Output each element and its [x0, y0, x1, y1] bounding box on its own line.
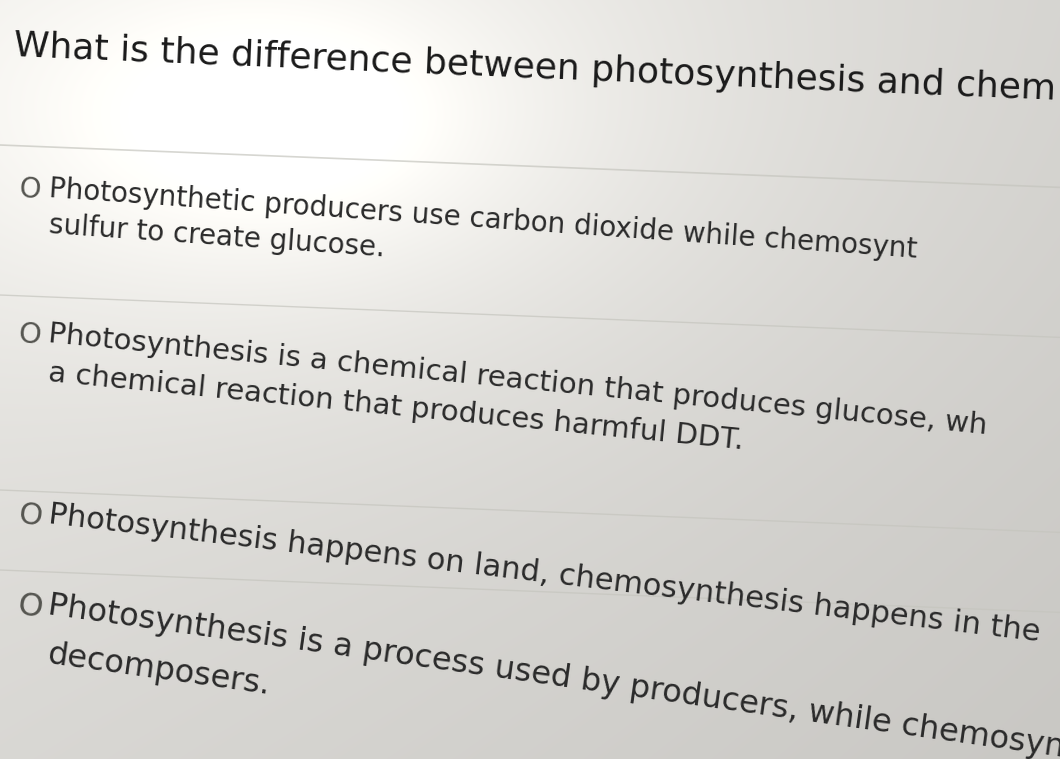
Text: Photosynthesis is a chemical reaction that produces glucose, wh: Photosynthesis is a chemical reaction th… — [48, 320, 989, 440]
Text: O: O — [18, 175, 41, 204]
Text: Photosynthetic producers use carbon dioxide while chemosynt: Photosynthetic producers use carbon diox… — [48, 175, 918, 263]
Text: a chemical reaction that produces harmful DDT.: a chemical reaction that produces harmfu… — [48, 359, 745, 455]
Text: Photosynthesis happens on land, chemosynthesis happens in the: Photosynthesis happens on land, chemosyn… — [47, 500, 1042, 647]
Text: decomposers.: decomposers. — [46, 639, 272, 701]
Text: Photosynthesis is a process used by producers, while chemosynth: Photosynthesis is a process used by prod… — [46, 590, 1060, 759]
Text: O: O — [17, 320, 42, 350]
Text: O: O — [17, 500, 43, 531]
Text: O: O — [16, 590, 45, 624]
Text: What is the difference between photosynthesis and chem: What is the difference between photosynt… — [13, 29, 1056, 107]
Text: sulfur to create glucose.: sulfur to create glucose. — [48, 211, 386, 263]
